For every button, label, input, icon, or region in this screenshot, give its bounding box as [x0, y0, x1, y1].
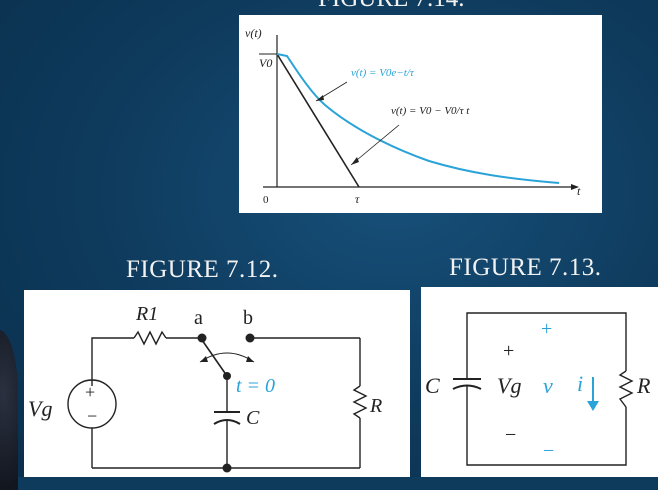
v-plus-sign: +	[541, 318, 552, 340]
resistor-r-label: R	[636, 373, 651, 398]
switch-time-label: t = 0	[236, 375, 275, 397]
figure-7-13-title: FIGURE 7.13.	[449, 254, 602, 281]
exp-equation-label: v(t) = V0e−t/τ	[351, 67, 415, 79]
vg-label: Vg	[497, 373, 521, 398]
circuit-7-12: R1 a b Vg + − t = 0 C R	[28, 303, 382, 473]
figure-7-13-panel: C Vg + − + − v i R	[421, 287, 658, 477]
tau-label: τ	[355, 192, 360, 206]
exp-pointer-arrow	[316, 95, 324, 101]
x-axis-label: t	[577, 184, 581, 198]
figure-7-14-panel: v(t) V0 0 τ t v(t) = V0e−t/τ v(t) = V0 −…	[239, 15, 602, 213]
r-resistor	[352, 385, 368, 419]
presenter-silhouette	[0, 330, 18, 490]
node-a-dot	[197, 333, 207, 343]
x-axis-arrow	[571, 184, 579, 190]
vg-plus-sign: +	[85, 382, 95, 402]
node-b-label: b	[243, 307, 253, 329]
current-i-label: i	[577, 371, 583, 396]
origin-label: 0	[263, 194, 269, 206]
resistor-r-label: R	[369, 395, 382, 417]
top-wire	[466, 312, 627, 379]
vg-label: Vg	[28, 396, 52, 421]
r1-resistor	[133, 330, 167, 346]
y-axis-label: v(t)	[245, 26, 262, 40]
bottom-wire	[466, 385, 627, 466]
left-top-wire	[91, 337, 134, 386]
current-arrow-head	[587, 401, 599, 411]
v-minus-sign: −	[543, 440, 554, 462]
rc-decay-graph: v(t) V0 0 τ t v(t) = V0e−t/τ v(t) = V0 −…	[245, 26, 581, 206]
line-label-pointer	[350, 124, 400, 166]
r-resistor	[618, 370, 634, 408]
figure-7-12-title: FIGURE 7.12.	[126, 256, 279, 283]
vg-minus-sign: −	[505, 424, 516, 446]
capacitor-label: C	[425, 373, 440, 398]
switch-arc-arrow-right	[246, 356, 254, 362]
vg-plus-sign: +	[503, 340, 514, 362]
line-pointer-arrow	[351, 157, 359, 165]
switch-arc-arrow-left	[200, 356, 208, 362]
v0-label: V0	[259, 56, 272, 70]
exponential-decay-curve	[276, 53, 560, 184]
cap-plate-bottom	[452, 384, 482, 390]
figure-7-14-title: FIGURE 7.14.	[318, 0, 465, 13]
r1-label: R1	[135, 303, 158, 325]
switch-blade	[201, 339, 228, 377]
switch-arc	[199, 352, 255, 363]
vg-minus-sign: −	[87, 406, 97, 426]
capacitor-label: C	[246, 407, 260, 429]
line-equation-label: v(t) = V0 − V0/τ t	[391, 105, 470, 117]
figure-7-12-panel: R1 a b Vg + − t = 0 C R	[24, 290, 410, 477]
node-a-label: a	[194, 307, 203, 329]
circuit-7-13: C Vg + − + − v i R	[425, 312, 651, 466]
tangent-line	[276, 53, 360, 188]
v-label: v	[543, 373, 553, 398]
